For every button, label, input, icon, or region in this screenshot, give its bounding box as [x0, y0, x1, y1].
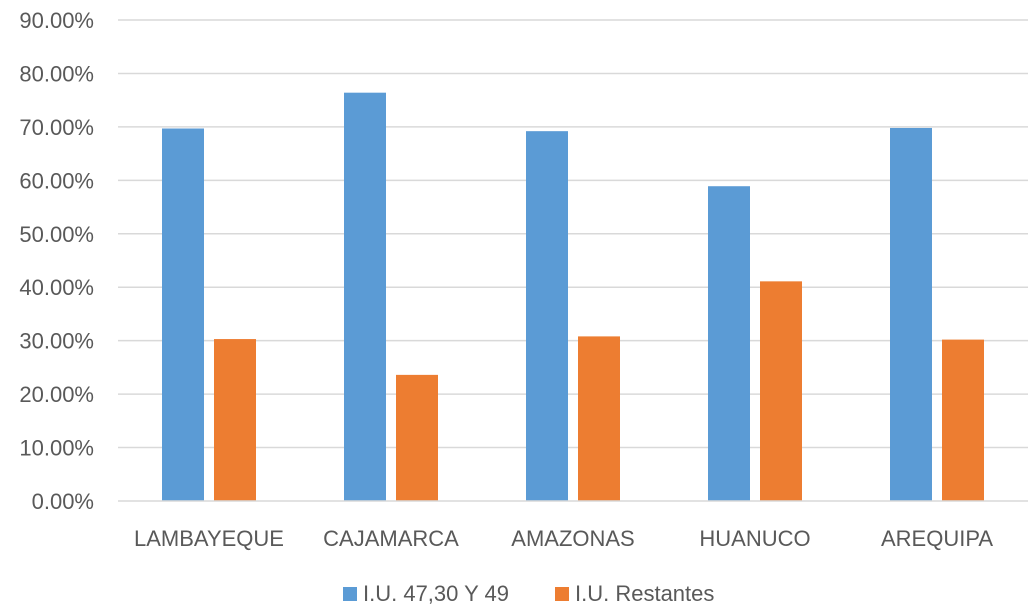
- y-tick-label: 0.00%: [32, 489, 94, 514]
- x-tick-label: LAMBAYEQUE: [134, 526, 284, 551]
- bar-iu-47-30-49-lambayeque: [162, 128, 204, 501]
- x-tick-label: CAJAMARCA: [323, 526, 459, 551]
- y-axis: 0.00% 10.00% 20.00% 30.00% 40.00% 50.00% 60.00…: [19, 8, 94, 514]
- bar-iu-restantes-lambayeque: [214, 339, 256, 501]
- y-tick-label: 40.00%: [19, 275, 94, 300]
- bar-iu-restantes-arequipa: [942, 339, 984, 501]
- y-tick-label: 90.00%: [19, 8, 94, 33]
- bar-iu-47-30-49-huanuco: [708, 186, 750, 501]
- bar-iu-47-30-49-arequipa: [890, 127, 932, 502]
- x-axis: LAMBAYEQUE CAJAMARCA AMAZONAS HUANUCO AREQUI…: [134, 526, 993, 551]
- x-tick-label: AREQUIPA: [881, 526, 993, 551]
- bar-iu-restantes-huanuco: [760, 281, 802, 501]
- bars: [162, 92, 984, 502]
- y-tick-label: 80.00%: [19, 61, 94, 86]
- y-tick-label: 20.00%: [19, 382, 94, 407]
- x-tick-label: AMAZONAS: [511, 526, 634, 551]
- x-tick-label: HUANUCO: [699, 526, 810, 551]
- legend-label: I.U. 47,30 Y 49: [363, 581, 509, 606]
- y-tick-label: 10.00%: [19, 436, 94, 461]
- bar-iu-restantes-cajamarca: [396, 374, 438, 501]
- y-tick-label: 30.00%: [19, 329, 94, 354]
- bar-iu-restantes-amazonas: [578, 336, 620, 501]
- bar-iu-47-30-49-amazonas: [526, 131, 568, 502]
- legend-swatch: [555, 587, 569, 601]
- y-tick-label: 70.00%: [19, 115, 94, 140]
- y-tick-label: 50.00%: [19, 222, 94, 247]
- legend-label: I.U. Restantes: [575, 581, 714, 606]
- legend-swatch: [343, 587, 357, 601]
- y-tick-label: 60.00%: [19, 168, 94, 193]
- gridlines: [118, 19, 1028, 449]
- bar-iu-47-30-49-cajamarca: [344, 92, 386, 501]
- legend: I.U. 47,30 Y 49 I.U. Restantes: [343, 581, 714, 606]
